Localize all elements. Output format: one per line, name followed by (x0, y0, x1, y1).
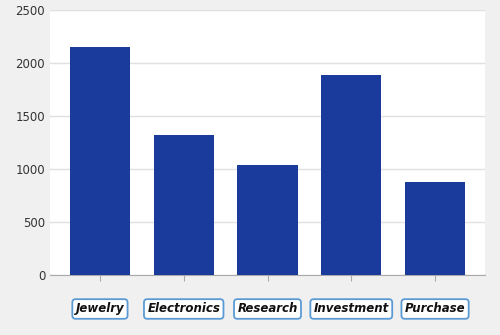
Bar (70, 47, 130, 275)
Text: Electronics: Electronics (148, 303, 220, 316)
Bar (321, 75, 382, 275)
Bar (405, 182, 465, 275)
Text: Investment: Investment (314, 303, 389, 316)
Bar (238, 164, 298, 275)
Bar (154, 135, 214, 275)
Text: Purchase: Purchase (405, 303, 466, 316)
Text: Jewelry: Jewelry (76, 303, 124, 316)
Text: Research: Research (238, 303, 298, 316)
